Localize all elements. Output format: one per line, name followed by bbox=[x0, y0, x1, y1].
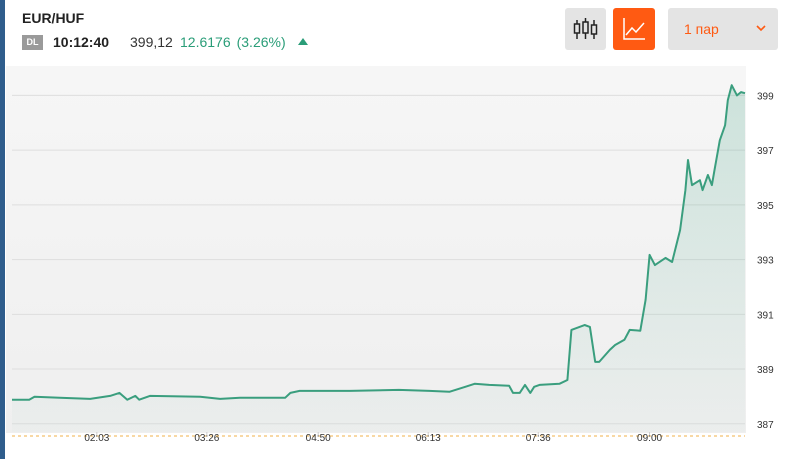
x-tick-label: 06:13 bbox=[416, 433, 441, 444]
time: 10:12:40 bbox=[53, 34, 110, 50]
x-tick-label: 09:00 bbox=[637, 433, 662, 444]
y-tick-label: 399 bbox=[757, 91, 774, 102]
y-tick-label: 387 bbox=[757, 420, 774, 431]
badge: DL bbox=[22, 35, 43, 50]
edge-bar bbox=[0, 0, 5, 459]
chevron bbox=[756, 25, 766, 32]
y-tick-label: 391 bbox=[757, 310, 774, 321]
area bbox=[12, 85, 745, 432]
change-value: 12.6176 bbox=[180, 34, 231, 50]
price-line bbox=[12, 84, 746, 401]
pair-title: EUR/HUF bbox=[22, 10, 85, 26]
y-tick-label: 389 bbox=[757, 365, 774, 376]
line-button[interactable] bbox=[613, 8, 655, 50]
x-tick-label: 07:36 bbox=[526, 433, 551, 444]
x-tick-label: 02:03 bbox=[84, 433, 109, 444]
candles-icon bbox=[573, 18, 598, 39]
period-dropdown[interactable]: 1 пар bbox=[668, 8, 778, 50]
change: 12.6176 (3.26%) bbox=[180, 34, 308, 50]
line-icon bbox=[623, 18, 645, 40]
x-tick-label: 04:50 bbox=[306, 433, 331, 444]
period-label: 1 пар bbox=[684, 21, 719, 37]
up-arrow bbox=[297, 38, 308, 45]
y-tick-label: 397 bbox=[757, 146, 774, 157]
y-tick-label: 393 bbox=[757, 256, 774, 267]
y-tick-label: 395 bbox=[757, 201, 774, 212]
price: 399,12 bbox=[130, 34, 173, 50]
candles-button[interactable] bbox=[565, 8, 606, 50]
change-percent: (3.26%) bbox=[236, 34, 286, 50]
x-tick-label: 03:26 bbox=[194, 433, 219, 444]
